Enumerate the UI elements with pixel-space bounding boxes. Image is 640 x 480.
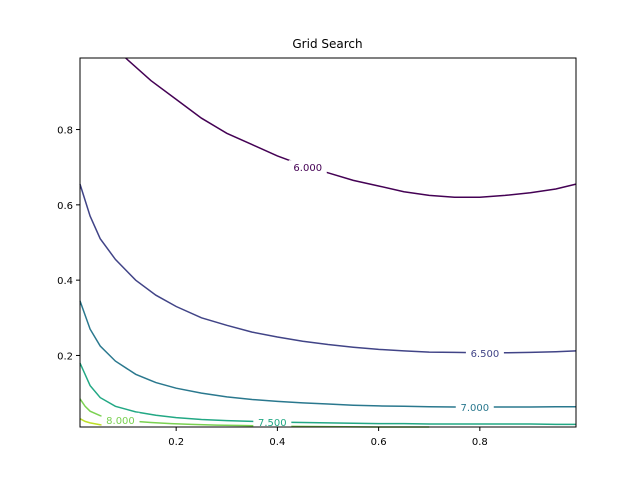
contour-label-background-3 xyxy=(253,415,292,430)
contour-line-0 xyxy=(125,57,577,199)
contour-label-background-1 xyxy=(465,345,504,360)
y-tick-label: 0.4 xyxy=(57,276,73,287)
y-axis-ticks: 0.2 0.4 0.6 0.8 xyxy=(57,126,80,362)
contour-lines xyxy=(79,57,577,428)
contour-label-0: 6.000 xyxy=(293,163,322,174)
contour-label-background-2 xyxy=(455,400,494,415)
contour-line-1 xyxy=(79,183,577,354)
y-tick-label: 0.2 xyxy=(57,351,73,362)
contour-label-background-0 xyxy=(288,160,327,175)
contour-label-3: 7.500 xyxy=(258,418,287,429)
contour-label-2: 7.000 xyxy=(460,403,489,414)
y-tick-label: 0.8 xyxy=(57,126,73,137)
contour-labels: 6.000 6.500 7.000 7.500 8.000 xyxy=(101,160,504,430)
chart-title: Grid Search xyxy=(292,37,362,51)
x-axis-ticks: 0.2 0.4 0.6 0.8 xyxy=(168,427,488,448)
contour-line-3 xyxy=(79,362,576,426)
y-tick-label: 0.6 xyxy=(57,201,73,212)
contour-label-background-4 xyxy=(101,412,140,427)
contour-label-1: 6.500 xyxy=(471,349,500,360)
contour-label-4: 8.000 xyxy=(106,416,135,427)
plot-frame xyxy=(79,57,577,428)
x-tick-label: 0.6 xyxy=(371,437,387,448)
x-tick-label: 0.2 xyxy=(168,437,184,448)
x-tick-label: 0.4 xyxy=(269,437,285,448)
contour-line-4 xyxy=(79,398,430,428)
x-tick-label: 0.8 xyxy=(472,437,488,448)
